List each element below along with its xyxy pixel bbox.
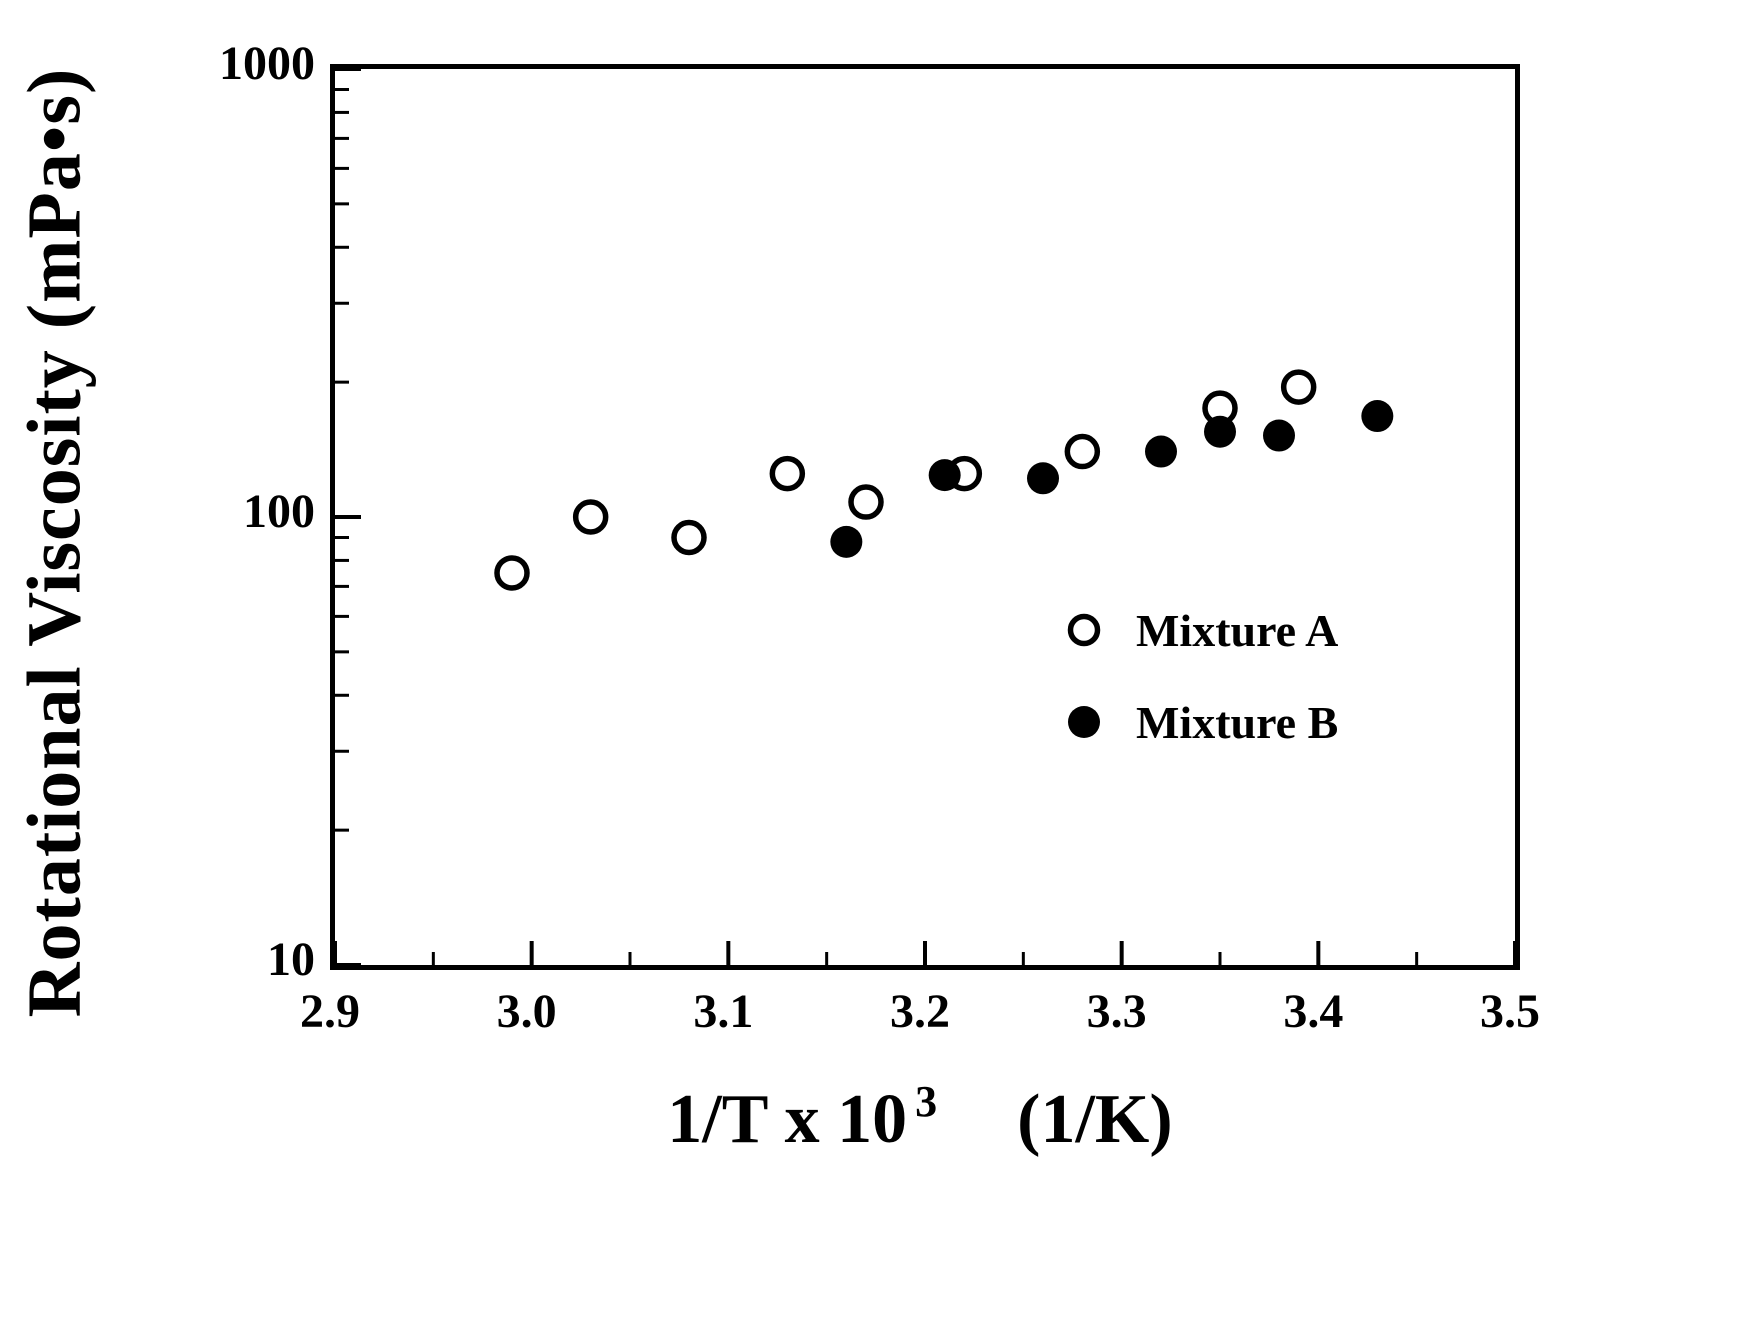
y-axis-label: Rotational Viscosity (mPa•s) xyxy=(12,67,97,1018)
legend-entry-mixture-a: Mixture A xyxy=(1060,598,1338,662)
legend-label-mixture-b: Mixture B xyxy=(1136,696,1339,748)
x-tick-label: 3.2 xyxy=(890,985,950,1038)
y-tick-label: 10 xyxy=(267,933,315,986)
x-tick-label: 3.0 xyxy=(496,985,557,1038)
data-point-mixture-a xyxy=(1064,433,1101,470)
data-point-mixture-b xyxy=(830,525,863,558)
data-point-mixture-a xyxy=(572,499,609,535)
legend-entry-mixture-b: Mixture B xyxy=(1060,690,1338,754)
legend-label-mixture-a: Mixture A xyxy=(1136,604,1339,656)
data-point-mixture-b xyxy=(1145,435,1177,468)
x-tick-label: 3.5 xyxy=(1480,985,1540,1038)
data-point-mixture-b xyxy=(1204,415,1236,448)
data-point-mixture-b xyxy=(1027,462,1059,495)
x-tick-labels: 2.9 3.0 3.1 3.2 3.3 3.4 3.5 xyxy=(0,984,1754,1044)
data-point-mixture-a xyxy=(494,555,530,591)
x-tick-label: 2.9 xyxy=(300,985,360,1038)
x-axis-label-exponent: 3 xyxy=(915,1077,938,1126)
x-axis-label-base: 1/T x 10 xyxy=(667,1081,908,1158)
data-point-mixture-b xyxy=(1263,419,1295,452)
y-tick-labels: 10 100 1000 xyxy=(120,0,315,1342)
data-point-mixture-b xyxy=(928,459,961,492)
open-circle-icon xyxy=(1067,613,1101,647)
x-tick-label: 3.4 xyxy=(1283,985,1344,1038)
filled-circle-icon xyxy=(1068,706,1100,738)
plot-area xyxy=(335,69,1515,965)
x-axis-label: 1/T x 10 3 (1/K) xyxy=(330,1077,1510,1160)
data-point-mixture-b xyxy=(1361,400,1394,433)
y-tick-label: 100 xyxy=(243,485,315,538)
x-tick-label: 3.1 xyxy=(693,985,754,1038)
legend: Mixture A Mixture B xyxy=(1060,598,1338,754)
x-tick-label: 3.3 xyxy=(1086,985,1147,1038)
data-point-mixture-a xyxy=(1280,369,1317,405)
data-point-mixture-a xyxy=(848,484,884,520)
y-tick-label: 1000 xyxy=(219,37,315,90)
x-axis-label-unit: (1/K) xyxy=(1017,1081,1173,1158)
data-point-mixture-a xyxy=(769,455,806,492)
data-point-mixture-a xyxy=(671,519,707,556)
plot-frame xyxy=(330,64,1520,970)
